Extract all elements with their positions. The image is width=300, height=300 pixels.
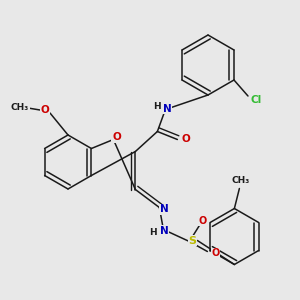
Text: N: N [163,103,172,113]
Text: N: N [160,205,169,214]
Text: H: H [154,102,161,111]
Text: O: O [198,215,206,226]
Text: O: O [112,133,121,142]
Text: O: O [211,248,220,259]
Text: H: H [150,228,157,237]
Text: CH₃: CH₃ [11,103,29,112]
Text: N: N [160,226,169,236]
Text: O: O [40,105,50,115]
Text: Cl: Cl [250,95,262,105]
Text: O: O [181,134,190,145]
Text: S: S [188,236,196,245]
Text: CH₃: CH₃ [231,176,250,185]
